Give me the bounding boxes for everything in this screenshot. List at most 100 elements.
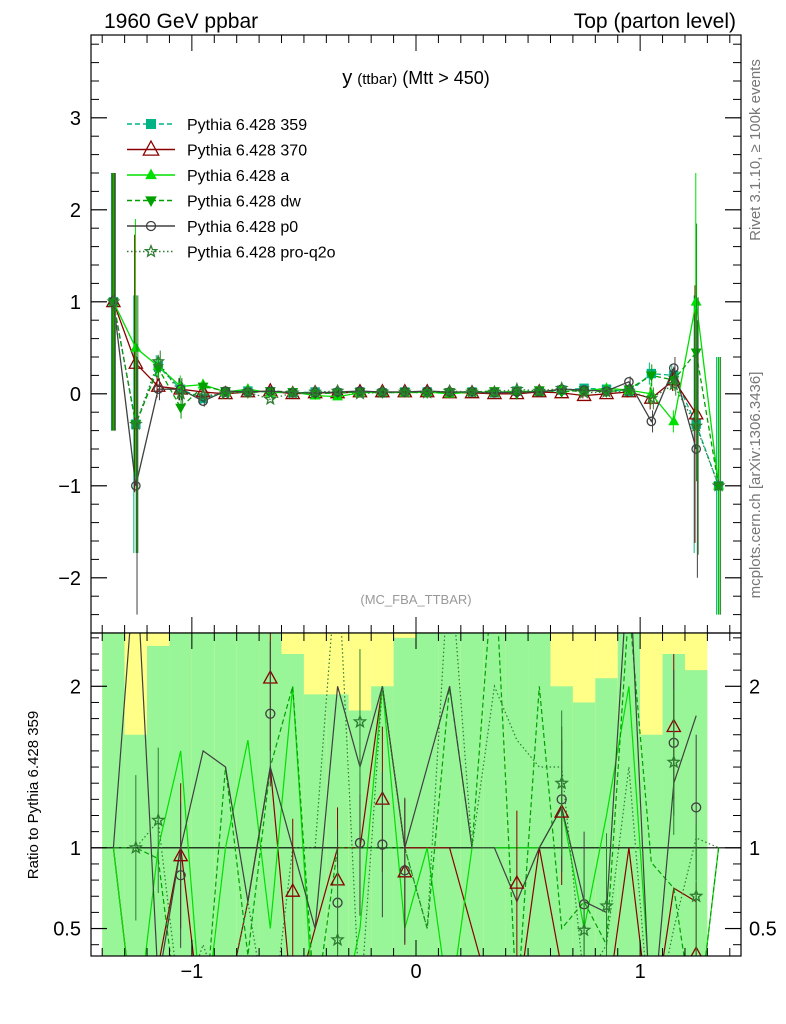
data-point <box>444 387 455 397</box>
band-green <box>281 653 304 956</box>
data-point <box>397 384 412 398</box>
ratio-y-tick-label-left: 1 <box>70 838 81 860</box>
data-point <box>534 387 545 397</box>
ratio-point <box>509 874 525 889</box>
band-green <box>483 633 506 956</box>
data-point <box>489 388 500 398</box>
main-panel: −2 −1 0 1 2 3 y (ttbar) (Mtt > 450) (MC_FBA_T… <box>58 34 742 634</box>
data-point <box>175 403 187 414</box>
data-point <box>310 388 320 398</box>
band-green <box>505 633 529 956</box>
ratio-axis-ticks: 0.5 0.5 1 1 2 2 −1 0 1 <box>53 633 777 983</box>
legend-marker <box>145 196 157 207</box>
ratio-data-layer <box>91 633 741 956</box>
band-green <box>572 702 596 956</box>
ratio-point <box>554 775 570 790</box>
x-tick-label: −1 <box>180 961 203 983</box>
ratio-point <box>150 812 166 827</box>
data-point <box>175 384 186 395</box>
data-point <box>668 415 680 426</box>
data-point <box>153 384 164 395</box>
band-green <box>303 694 327 956</box>
band-green <box>214 633 237 956</box>
ratio-point <box>354 837 366 849</box>
data-point <box>509 381 524 396</box>
data-point <box>198 396 208 407</box>
data-point <box>689 418 704 432</box>
ratio-y-tick-label-right: 0.5 <box>749 919 777 941</box>
ratio-y-axis-label: Ratio to Pythia 6.428 359 <box>25 711 42 879</box>
ratio-point <box>352 714 368 729</box>
plot-title-tail: (Mtt > 450) <box>402 68 490 88</box>
data-point <box>556 384 567 395</box>
data-point <box>264 387 276 398</box>
ratio-point <box>688 888 704 903</box>
data-point <box>442 383 457 397</box>
legend-label: Pythia 6.428 pro-q2o <box>187 245 336 262</box>
legend-label: Pythia 6.428 359 <box>187 117 307 134</box>
ratio-point <box>576 922 592 937</box>
legend-marker <box>143 243 159 258</box>
y-tick-label: −1 <box>58 476 81 498</box>
data-point <box>308 384 323 398</box>
data-point <box>599 384 614 398</box>
data-point <box>512 387 522 397</box>
data-point <box>420 385 435 399</box>
data-point <box>263 392 278 406</box>
data-point <box>645 371 657 382</box>
ratio-point <box>175 870 186 881</box>
data-point <box>285 385 300 399</box>
ratio-point <box>265 708 276 719</box>
plot-title-main: y <box>342 67 352 89</box>
ratio-y-tick-label-left: 0.5 <box>53 919 81 941</box>
mcplots-label: mcplots.cern.ch [arXiv:1306.3436] <box>747 372 764 599</box>
legend-label: Pythia 6.428 370 <box>187 143 307 160</box>
header-right: Top (parton level) <box>574 10 736 33</box>
band-green <box>640 734 663 956</box>
data-point <box>332 387 343 397</box>
ratio-point <box>666 754 682 769</box>
rivet-version-label: Rivet 3.1.10, ≥ 100k events <box>747 59 764 241</box>
data-point <box>465 384 479 398</box>
data-point <box>668 363 679 373</box>
header-left: 1960 GeV ppbar <box>104 10 258 33</box>
data-point <box>196 388 211 402</box>
legend-marker <box>145 168 157 180</box>
band-green <box>617 633 641 956</box>
x-tick-label: 1 <box>635 961 646 983</box>
data-point <box>330 383 345 398</box>
data-point <box>128 416 143 431</box>
data-point <box>666 377 681 391</box>
legend: Pythia 6.428 359 Pythia 6.428 370 Pythia 6… <box>127 117 336 262</box>
ratio-point <box>128 840 144 854</box>
legend-marker <box>146 119 156 129</box>
plot-title: y (ttbar) (Mtt > 450) <box>342 67 490 89</box>
data-point <box>621 383 636 397</box>
ratio-point <box>691 802 702 813</box>
data-point <box>577 385 592 399</box>
band-green <box>438 633 461 956</box>
legend-label: Pythia 6.428 a <box>187 168 289 185</box>
band-green <box>102 633 125 956</box>
data-point <box>197 382 209 393</box>
ratio-point <box>690 945 702 956</box>
data-point <box>487 384 502 398</box>
data-point <box>240 384 255 398</box>
band-green <box>236 633 260 956</box>
series-5 <box>106 173 726 615</box>
data-point <box>711 478 726 492</box>
legend-label: Pythia 6.428 p0 <box>187 219 298 236</box>
data-point <box>375 384 390 398</box>
data-point <box>218 386 233 400</box>
analysis-watermark: (MC_FBA_TTBAR) <box>360 592 471 607</box>
legend-marker <box>142 139 160 156</box>
data-point <box>106 294 121 308</box>
y-tick-label: 3 <box>70 108 81 130</box>
main-data-layer <box>105 173 726 615</box>
ratio-panel: 0.5 0.5 1 1 2 2 −1 0 1 Ratio to Pythia 6.428 359 <box>25 632 777 983</box>
legend-marker <box>145 220 157 232</box>
band-green <box>191 633 215 956</box>
ratio-point <box>285 882 301 897</box>
y-tick-label: 2 <box>70 200 81 222</box>
